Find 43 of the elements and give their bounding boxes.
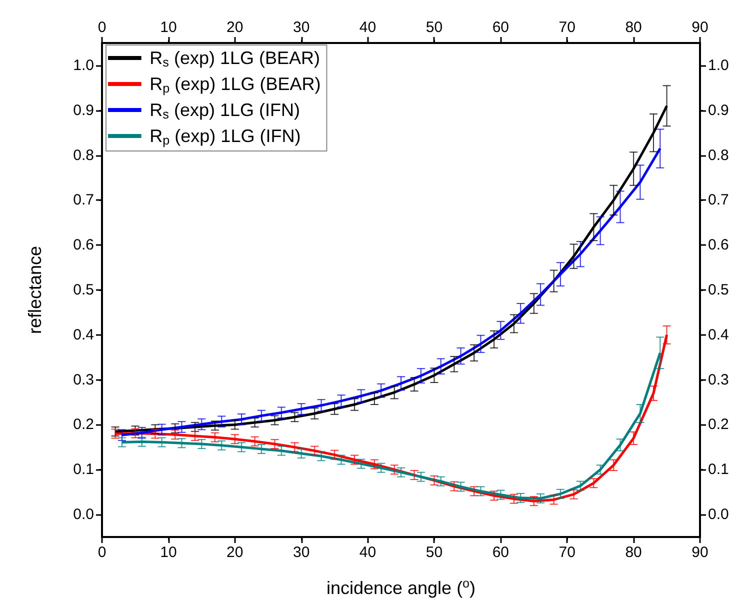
y-tick-label: 0.2: [73, 416, 94, 434]
x-tick-label: 40: [359, 544, 376, 561]
x2-tick-label: 30: [292, 19, 310, 36]
y-tick-label: 0.3: [73, 371, 94, 388]
x2-tick-label: 10: [160, 19, 177, 36]
y-tick-label: 1.0: [73, 56, 94, 74]
y-tick-label: 0.7: [73, 192, 94, 209]
x2-tick-label: 20: [226, 19, 244, 36]
y-tick-label: 0.1: [73, 461, 94, 478]
y2-tick-label: 0.7: [708, 192, 729, 209]
x2-tick-label: 90: [692, 19, 708, 36]
x2-tick-label: 40: [359, 19, 376, 36]
y-tick-label: 0.6: [73, 236, 94, 254]
x-tick-label: 60: [492, 544, 510, 561]
x2-tick-label: 0: [98, 19, 106, 36]
x-tick-label: 70: [558, 544, 576, 561]
x2-tick-label: 70: [558, 19, 576, 36]
y2-tick-label: 1.0: [708, 56, 729, 74]
y-tick-label: 0.9: [73, 102, 94, 119]
x-tick-label: 20: [226, 544, 244, 561]
x-tick-label: 0: [98, 544, 106, 561]
y-tick-label: 0.5: [73, 282, 94, 298]
y2-tick-label: 0.9: [708, 102, 729, 119]
x-tick-label: 30: [292, 544, 310, 561]
x-tick-label: 90: [692, 544, 708, 561]
x-tick-label: 80: [625, 544, 642, 561]
x2-tick-label: 50: [426, 19, 443, 36]
x-tick-label: 10: [160, 544, 177, 561]
x2-tick-label: 60: [492, 19, 510, 36]
y-axis-title: reflectance: [25, 246, 45, 334]
y2-tick-label: 0.1: [708, 461, 729, 478]
y2-tick-label: 0.4: [708, 326, 729, 344]
x-tick-label: 50: [426, 544, 443, 561]
y-tick-label: 0.4: [73, 326, 94, 344]
y2-tick-label: 0.2: [708, 416, 729, 434]
y2-tick-label: 0.3: [708, 371, 729, 388]
y2-tick-label: 0.5: [708, 282, 729, 298]
y2-tick-label: 0.8: [708, 146, 729, 164]
y-tick-label: 0.8: [73, 146, 94, 164]
x2-tick-label: 80: [625, 19, 642, 36]
y2-tick-label: 0.6: [708, 236, 729, 254]
y-tick-label: 0.0: [73, 506, 94, 524]
y2-tick-label: 0.0: [708, 506, 729, 524]
